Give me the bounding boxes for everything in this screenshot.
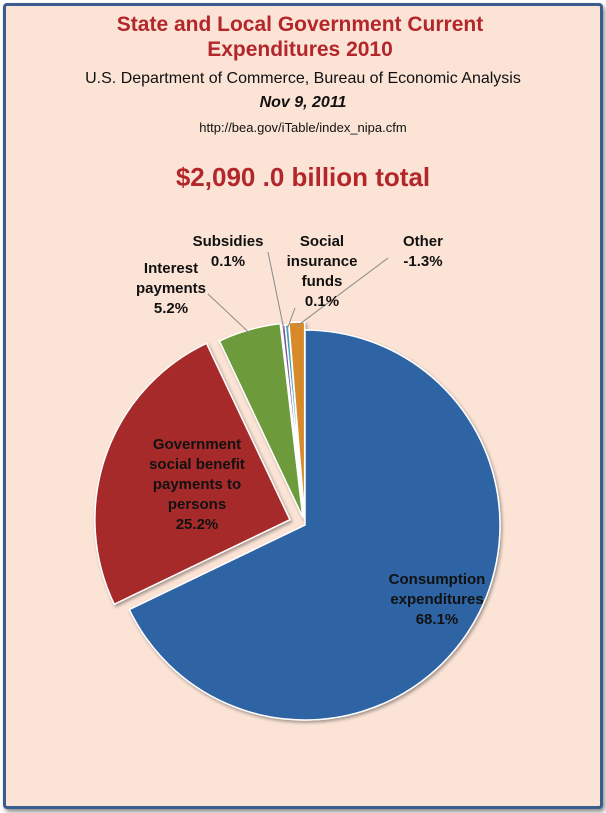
label-other: Other -1.3% <box>403 233 443 270</box>
source-url: http://bea.gov/iTable/index_nipa.cfm <box>199 120 407 135</box>
label-social-benefits: Government social benefit payments to perso… <box>149 436 245 533</box>
agency-subtitle: U.S. Department of Commerce, Bureau of E… <box>85 70 521 87</box>
leader-interest <box>207 293 251 335</box>
chart-title-line2: Expenditures 2010 <box>207 38 393 61</box>
label-consumption: Consumption expenditures 68.1% <box>389 571 486 628</box>
slice-other <box>288 321 306 518</box>
date-subtitle: Nov 9, 2011 <box>259 94 347 111</box>
label-subsidies: Subsidies 0.1% <box>193 233 264 270</box>
total-amount: $2,090 .0 billion total <box>175 162 431 192</box>
label-social-insurance: Social insurance funds 0.1% <box>287 233 358 310</box>
leader-social-insurance <box>286 307 296 329</box>
slice-consumption <box>128 329 501 721</box>
label-interest: Interest payments 5.2% <box>136 260 206 317</box>
slice-interest <box>218 322 304 518</box>
chart-title-line1: State and Local Government Current <box>116 13 484 36</box>
slice-social-benefits <box>94 342 291 606</box>
leader-other <box>296 257 389 327</box>
leader-subsidies <box>267 251 285 330</box>
